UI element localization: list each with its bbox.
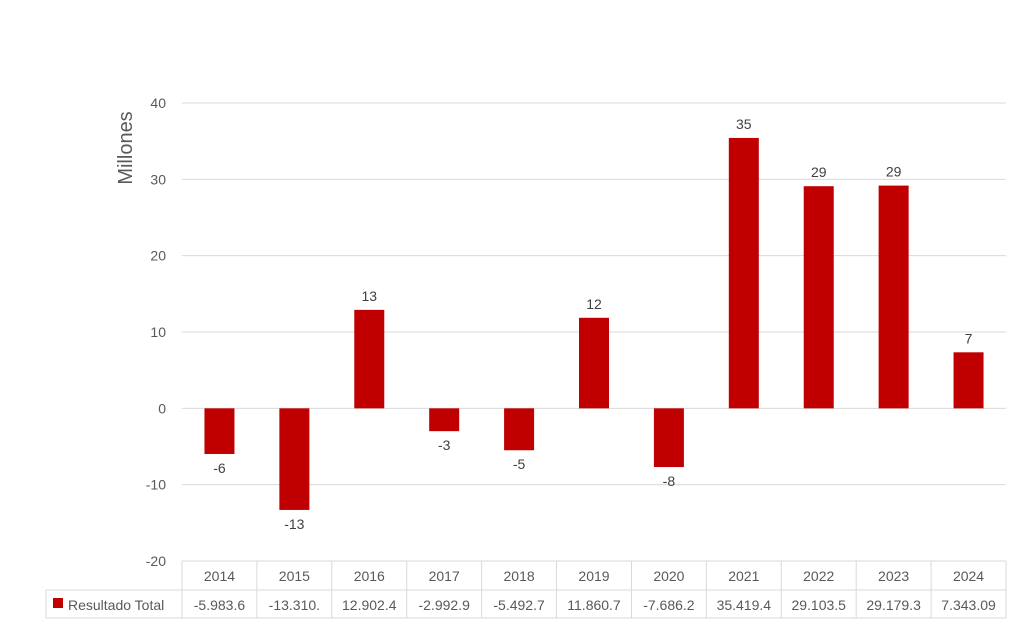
- data-label: -8: [663, 473, 676, 489]
- table-value: 29.179.3: [866, 597, 921, 613]
- y-axis: -20 -10 0 10 20 30 40: [146, 95, 166, 569]
- x-tick-label: 2017: [429, 568, 460, 584]
- bar: [728, 137, 759, 409]
- bar: [204, 408, 235, 454]
- bar: [653, 408, 684, 468]
- x-tick-label: 2014: [204, 568, 235, 584]
- y-tick-label: -20: [146, 553, 166, 569]
- data-label: 12: [586, 296, 602, 312]
- x-tick-label: 2023: [878, 568, 909, 584]
- y-tick-label: 30: [150, 171, 166, 187]
- table-value: -5.983.6: [194, 597, 246, 613]
- legend-swatch: [53, 598, 63, 608]
- bars: [204, 137, 984, 510]
- x-tick-label: 2022: [803, 568, 834, 584]
- table-value: 12.902.4: [342, 597, 397, 613]
- y-tick-label: 10: [150, 324, 166, 340]
- legend-label: Resultado Total: [68, 597, 164, 613]
- data-label: 29: [886, 164, 902, 180]
- x-tick-label: 2015: [279, 568, 310, 584]
- table-value: 7.343.09: [941, 597, 996, 613]
- table-value: -5.492.7: [493, 597, 545, 613]
- bar: [429, 408, 460, 432]
- table-value: 35.419.4: [717, 597, 772, 613]
- table-value: -2.992.9: [418, 597, 470, 613]
- y-tick-label: 0: [158, 400, 166, 416]
- data-label: 13: [361, 288, 377, 304]
- data-label: 35: [736, 116, 752, 132]
- bar: [579, 317, 609, 409]
- bar: [354, 309, 385, 409]
- data-label: 7: [965, 330, 973, 346]
- data-labels: -6 -13 13 -3 -5 12 -8 35 29 29 7: [213, 116, 972, 532]
- bar: [953, 352, 984, 409]
- x-tick-label: 2021: [728, 568, 759, 584]
- data-label: -6: [213, 460, 226, 476]
- x-tick-label: 2016: [354, 568, 385, 584]
- data-table: 2014 -5.983.6 2015 -13.310. 2016 12.902.4 2017…: [45, 560, 1007, 619]
- y-axis-label: Millones: [115, 111, 137, 184]
- data-label: 29: [811, 164, 827, 180]
- bar: [878, 185, 909, 409]
- bar: [279, 408, 310, 510]
- x-tick-label: 2018: [504, 568, 535, 584]
- bar: [504, 408, 535, 451]
- table-value: -13.310.: [269, 597, 320, 613]
- bar: [803, 186, 834, 409]
- x-tick-label: 2019: [578, 568, 609, 584]
- x-tick-label: 2024: [953, 568, 984, 584]
- data-label: -5: [513, 456, 526, 472]
- table-value: -7.686.2: [643, 597, 695, 613]
- y-tick-label: 40: [150, 95, 166, 111]
- y-tick-label: 20: [150, 248, 166, 264]
- y-tick-label: -10: [146, 477, 166, 493]
- data-label: -3: [438, 437, 451, 453]
- table-value: 29.103.5: [791, 597, 846, 613]
- x-tick-label: 2020: [653, 568, 684, 584]
- data-label: -13: [284, 516, 304, 532]
- table-value: 11.860.7: [567, 597, 621, 613]
